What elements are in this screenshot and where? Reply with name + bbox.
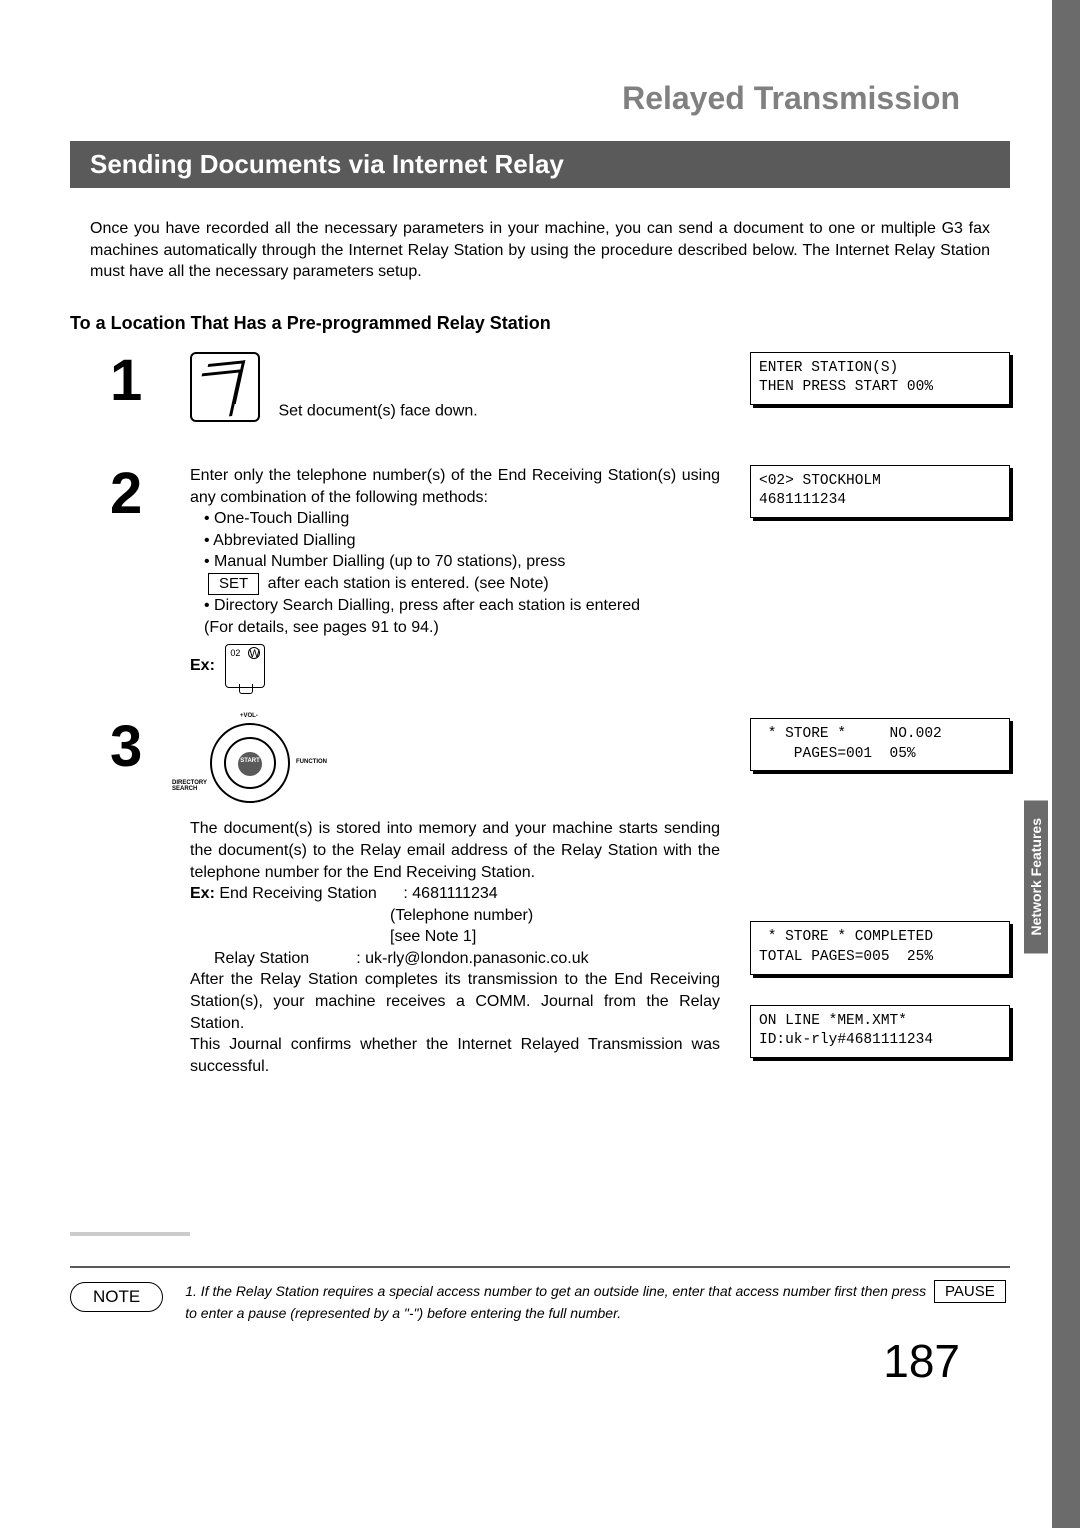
footer-accent-line [70,1232,190,1236]
note-row: NOTE 1. If the Relay Station requires a … [70,1280,1010,1324]
bullet-directory: Directory Search Dialling, press after e… [204,595,720,617]
subheading: To a Location That Has a Pre-programmed … [70,313,1010,334]
dial-func-label: FUNCTION [296,758,327,766]
pause-key: PAUSE [934,1280,1006,1304]
page-title: Relayed Transmission [70,80,960,117]
bullet-manual-b: after each station is entered. (see Note… [268,575,549,592]
step-number: 1 [110,352,190,410]
step3-p3: This Journal confirms whether the Intern… [190,1034,720,1077]
document-facedown-icon [190,352,260,422]
step-1: 1 Set document(s) face down. ENTER STATI… [110,352,1010,435]
step-3: 3 +VOL- START DIRECTORY SEARCH FUNCTION … [110,718,1010,1087]
note-text-b: to enter a pause (represented by a "-") … [185,1305,621,1321]
step2-intro: Enter only the telephone number(s) of th… [190,465,720,508]
ex-label: Ex: [190,885,215,902]
section-banner: Sending Documents via Internet Relay [70,141,1010,188]
lcd-display: ON LINE *MEM.XMT* ID:uk-rly#4681111234 [750,1005,1010,1058]
bullet-manual-a: Manual Number Dialling (up to 70 station… [214,553,565,570]
dial-vol-label: +VOL- [240,712,258,720]
onetouch-glyph-icon: W [248,647,260,659]
page-content: Relayed Transmission Sending Documents v… [0,0,1080,1428]
ex-line4: Relay Station : uk-rly@london.panasonic.… [214,948,720,970]
step-body: Set document(s) face down. [190,352,740,422]
note-text-a: 1. If the Relay Station requires a speci… [185,1283,930,1299]
bullet-abbrev: Abbreviated Dialling [204,530,720,552]
step3-p2: After the Relay Station completes its tr… [190,969,720,1034]
lcd-display: <02> STOCKHOLM 4681111234 [750,465,1010,518]
ex-line1: End Receiving Station : 4681111234 [219,885,497,902]
set-key: SET [208,573,259,595]
step-number: 3 [110,718,190,776]
step-body: +VOL- START DIRECTORY SEARCH FUNCTION Th… [190,718,740,1077]
step-2: 2 Enter only the telephone number(s) of … [110,465,1010,688]
note-label: NOTE [70,1282,163,1312]
dial-dir-label: DIRECTORY SEARCH [172,780,207,792]
lcd-display: ENTER STATION(S) THEN PRESS START 00% [750,352,1010,405]
ex-label: Ex: [190,658,215,675]
lcd-display: * STORE * COMPLETED TOTAL PAGES=005 25% [750,921,1010,974]
ex-line3: [see Note 1] [390,926,720,948]
lcd-column: * STORE * NO.002 PAGES=001 05% * STORE *… [750,718,1010,1087]
lcd-display: * STORE * NO.002 PAGES=001 05% [750,718,1010,771]
footer-line [70,1266,1010,1268]
details-ref: (For details, see pages 91 to 94.) [204,617,720,639]
page-number: 187 [70,1334,960,1388]
lcd-column: <02> STOCKHOLM 4681111234 [750,465,1010,548]
bullet-manual: Manual Number Dialling (up to 70 station… [204,551,720,595]
lcd-column: ENTER STATION(S) THEN PRESS START 00% [750,352,1010,435]
intro-paragraph: Once you have recorded all the necessary… [90,218,990,283]
step1-text: Set document(s) face down. [278,402,477,419]
step-body: Enter only the telephone number(s) of th… [190,465,740,688]
onetouch-num: 02 [230,647,240,659]
onetouch-button-icon: 02 W [225,644,265,688]
note-text: 1. If the Relay Station requires a speci… [185,1280,1010,1324]
bullet-onetouch: One-Touch Dialling [204,508,720,530]
ex-line2: (Telephone number) [390,905,720,927]
step-number: 2 [110,465,190,523]
steps-container: 1 Set document(s) face down. ENTER STATI… [110,352,1010,1088]
start-dial-icon: +VOL- START DIRECTORY SEARCH FUNCTION [190,718,310,808]
step3-p1: The document(s) is stored into memory an… [190,818,720,883]
